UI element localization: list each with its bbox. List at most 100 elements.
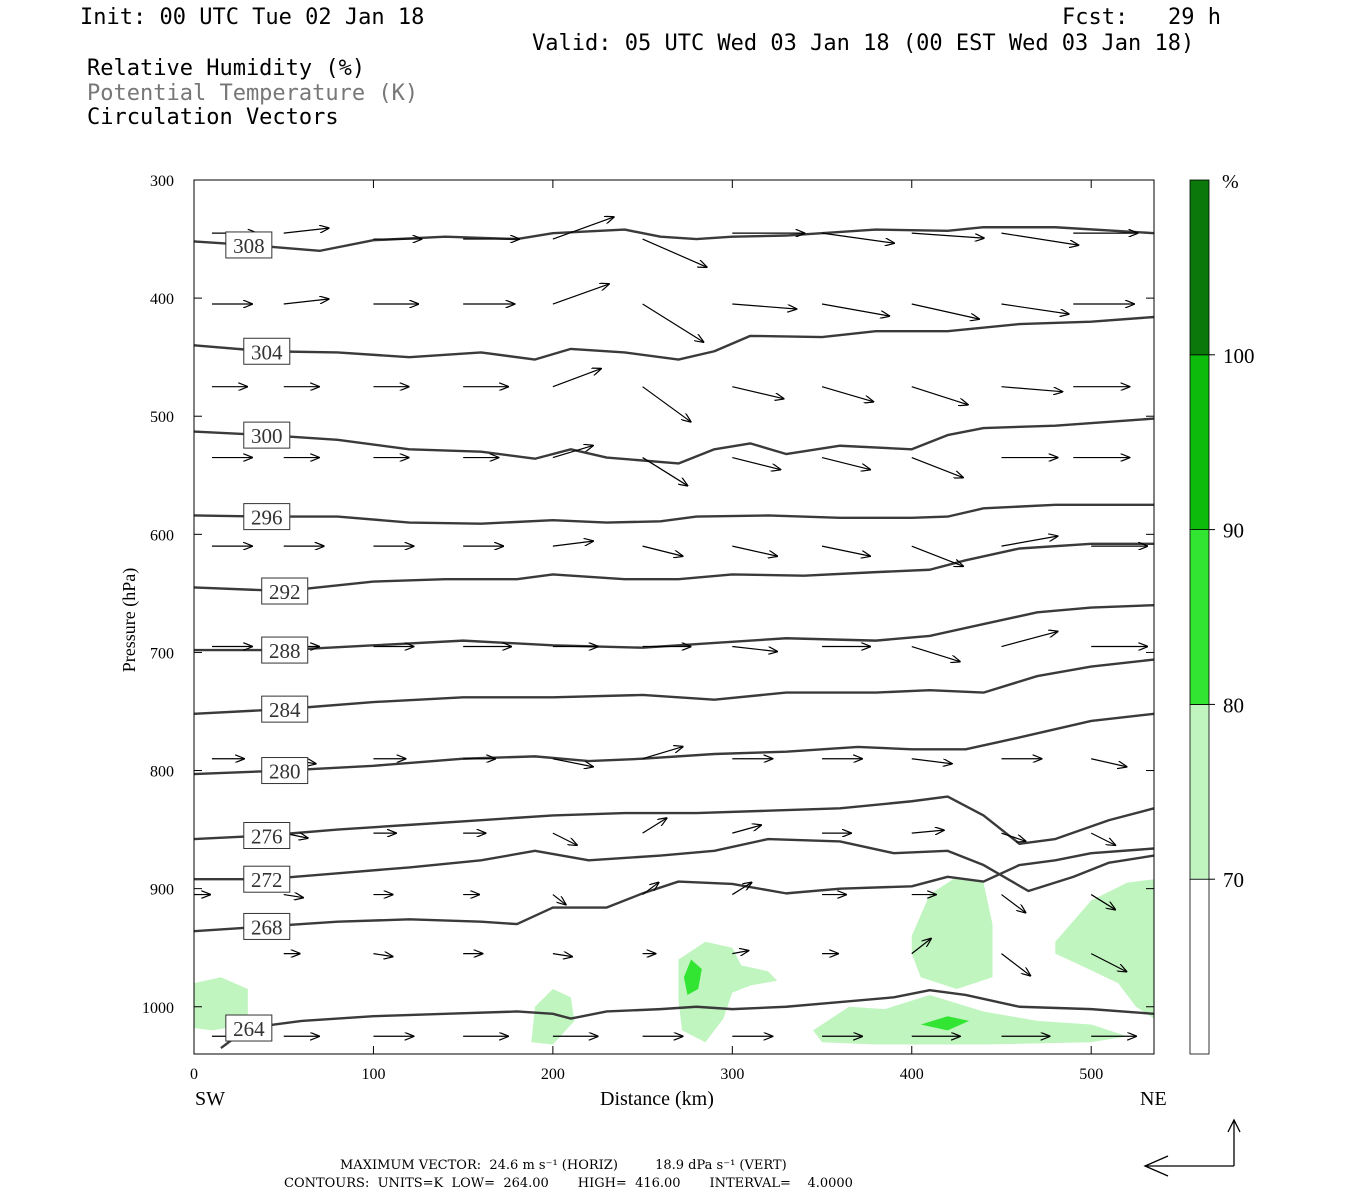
theta-contour-300 (193, 417, 1155, 465)
vector-74 (911, 758, 952, 764)
vector-52 (911, 545, 963, 566)
vector-93 (731, 883, 751, 896)
vector-99 (373, 954, 392, 957)
colorbar-swatch-0 (1189, 878, 1210, 1055)
rh-region-6 (683, 959, 702, 995)
vector-29 (821, 386, 873, 402)
contour-label-296: 296 (243, 503, 291, 531)
x-axis-title: Distance (km) (600, 1088, 714, 1110)
theta-contour-288 (194, 603, 1155, 652)
vector-39 (732, 456, 780, 470)
svg-text:264: 264 (233, 1017, 265, 1041)
vector-26 (552, 369, 601, 388)
vector-64 (1001, 632, 1057, 648)
vector-61 (732, 645, 777, 652)
vector-18 (821, 303, 889, 316)
vector-85 (1001, 832, 1025, 841)
svg-text:308: 308 (233, 234, 265, 258)
svg-text:300: 300 (251, 424, 283, 448)
vector-96 (1001, 894, 1025, 913)
vector-91 (552, 894, 566, 905)
vector-49 (642, 545, 683, 556)
svg-text:276: 276 (251, 825, 283, 849)
y-tick-label-300: 300 (150, 173, 174, 190)
y-tick-label-700: 700 (150, 645, 174, 662)
vector-88 (283, 895, 303, 898)
vector-105 (911, 939, 931, 955)
colorbar-unit: % (1222, 171, 1239, 193)
init-time: Init: 00 UTC Tue 02 Jan 18 (80, 5, 425, 30)
colorbar-label-100: 100 (1223, 344, 1255, 368)
legend-circulation-vectors: Circulation Vectors (87, 105, 339, 130)
vector-8 (911, 232, 984, 238)
axes: 0 100 200 300 400 500 300 400 500 600 700 800 900 100… (142, 173, 1154, 1083)
contour-label-272: 272 (243, 865, 291, 893)
theta-contours (193, 226, 1155, 1050)
ne-label: NE (1140, 1088, 1167, 1110)
contour-label-268: 268 (243, 912, 291, 940)
vector-51 (821, 545, 870, 556)
y-axis-title: Pressure (hPa) (119, 568, 140, 672)
contour-label-288: 288 (261, 636, 309, 664)
colorbar-label-90: 90 (1223, 519, 1244, 543)
vector-28 (732, 386, 783, 399)
x-tick-label-200: 200 (541, 1066, 565, 1083)
vector-101 (552, 954, 572, 957)
theta-contour-276 (193, 795, 1155, 845)
x-tick-label-100: 100 (361, 1066, 385, 1083)
vector-27 (642, 386, 691, 422)
vector-86 (1090, 832, 1115, 845)
vector-63 (911, 645, 960, 662)
svg-text:304: 304 (251, 340, 283, 364)
plot-frame (193, 179, 1155, 1055)
vector-97 (1090, 894, 1115, 910)
rh-region-1 (531, 989, 575, 1045)
vector-92 (642, 883, 659, 896)
sw-label: SW (195, 1088, 225, 1110)
theta-contour-304 (193, 315, 1155, 361)
vector-76 (1091, 758, 1126, 767)
max-vector-note: MAXIMUM VECTOR: 24.6 m s⁻¹ (HORIZ) 18.9 … (340, 1158, 787, 1173)
contour-label-280: 280 (261, 757, 309, 785)
svg-text:268: 268 (251, 915, 283, 939)
svg-text:280: 280 (269, 760, 301, 784)
rh-region-2 (678, 941, 778, 1043)
colorbar-label-80: 80 (1223, 693, 1244, 717)
theta-contour-284 (193, 658, 1155, 716)
vector-4 (552, 217, 614, 240)
forecast-hour: Fcst: 29 h (1062, 5, 1221, 30)
vector-106 (1001, 953, 1030, 976)
theta-contour-272 (194, 837, 1155, 893)
vector-81 (642, 818, 667, 834)
vector-82 (732, 825, 761, 834)
y-tick-label-900: 900 (150, 882, 174, 899)
colorbar-swatch-4 (1189, 179, 1210, 356)
x-tick-label-500: 500 (1079, 1066, 1103, 1083)
x-tick-label-300: 300 (720, 1066, 744, 1083)
rh-shading (194, 876, 1154, 1045)
reference-vector-icon (1143, 1118, 1241, 1177)
vector-1 (283, 228, 329, 234)
vector-50 (732, 545, 777, 556)
vector-7 (821, 232, 894, 243)
rh-region-7 (920, 1016, 970, 1031)
rh-region-3 (813, 994, 1128, 1045)
theta-contour-308 (193, 226, 1155, 253)
x-tick-label-0: 0 (190, 1066, 198, 1083)
y-tick-label-500: 500 (150, 409, 174, 426)
y-tick-label-800: 800 (150, 764, 174, 781)
vector-38 (642, 457, 688, 486)
colorbar-label-70: 70 (1223, 868, 1244, 892)
vector-53 (1001, 536, 1057, 547)
contour-labels: 308 304 300 296 292 288 284 280 276 272 268 264 (225, 231, 309, 1042)
vector-12 (283, 299, 329, 305)
vector-41 (911, 456, 963, 478)
svg-text:292: 292 (269, 580, 301, 604)
svg-text:284: 284 (269, 698, 301, 722)
colorbar: 70 80 90 100 (1189, 179, 1255, 1055)
vector-71 (642, 747, 683, 760)
vector-17 (732, 303, 796, 309)
contour-label-284: 284 (261, 695, 309, 723)
vector-40 (821, 456, 870, 470)
